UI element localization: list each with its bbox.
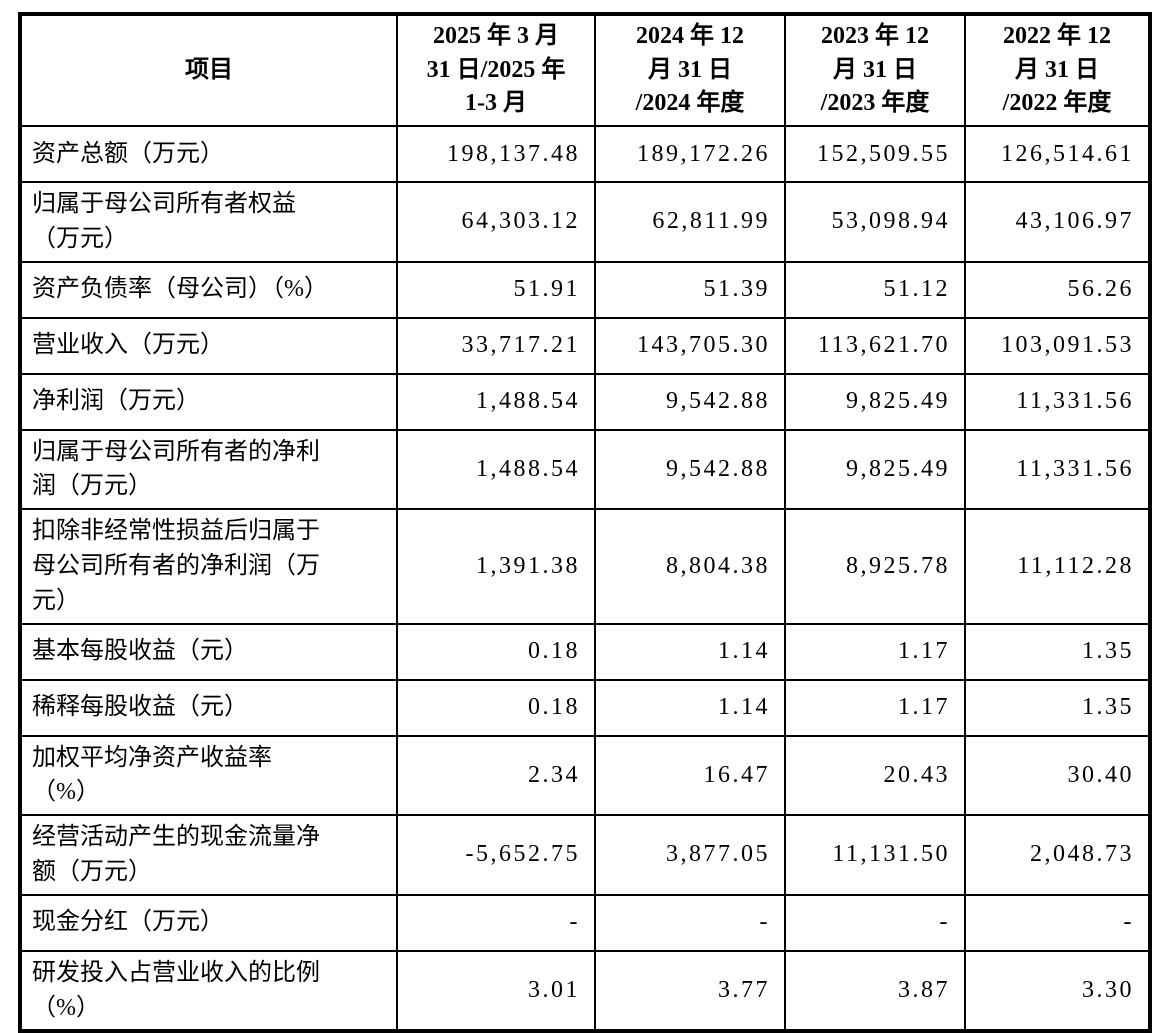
cell-value: 20.43	[784, 734, 966, 817]
row-label: 归属于母公司所有者权益 （万元）	[19, 181, 398, 263]
header-row: 项目 2025 年 3 月 31 日/2025 年 1-3 月 2024 年 1…	[19, 13, 1151, 127]
cell-value: 64,303.12	[396, 181, 596, 263]
cell-value: 53,098.94	[784, 181, 966, 263]
cell-value: 2.34	[396, 734, 596, 817]
cell-value: 1.35	[964, 622, 1151, 681]
cell-value: 1.17	[784, 678, 966, 737]
row-label: 稀释每股收益（元）	[19, 678, 398, 737]
cell-value: -	[594, 893, 786, 952]
table-row-basic-eps: 基本每股收益（元） 0.18 1.14 1.17 1.35	[19, 622, 1151, 681]
row-label: 加权平均净资产收益率 （%）	[19, 734, 398, 817]
col-header-item: 项目	[19, 13, 398, 127]
cell-value: 3.77	[594, 949, 786, 1033]
table-row-deducted-net-profit: 扣除非经常性损益后归属于 母公司所有者的净利润（万 元） 1,391.38 8,…	[19, 508, 1151, 625]
row-label: 营业收入（万元）	[19, 316, 398, 375]
cell-value: -	[964, 893, 1151, 952]
cell-value: 189,172.26	[594, 125, 786, 183]
cell-value: 1.14	[594, 678, 786, 737]
cell-value: 2,048.73	[964, 814, 1151, 896]
cell-value: 1.35	[964, 678, 1151, 737]
cell-value: 1,488.54	[396, 372, 596, 431]
cell-value: 11,331.56	[964, 372, 1151, 431]
row-label: 现金分红（万元）	[19, 893, 398, 952]
row-label: 基本每股收益（元）	[19, 622, 398, 681]
cell-value: 113,621.70	[784, 316, 966, 375]
cell-value: -5,652.75	[396, 814, 596, 896]
cell-value: 3.30	[964, 949, 1151, 1033]
table-row-operating-cash-flow: 经营活动产生的现金流量净 额（万元） -5,652.75 3,877.05 11…	[19, 814, 1151, 896]
cell-value: -	[784, 893, 966, 952]
cell-value: 9,825.49	[784, 372, 966, 431]
cell-value: 51.91	[396, 260, 596, 319]
row-label: 经营活动产生的现金流量净 额（万元）	[19, 814, 398, 896]
table-row-weighted-roe: 加权平均净资产收益率 （%） 2.34 16.47 20.43 30.40	[19, 734, 1151, 817]
table-row-diluted-eps: 稀释每股收益（元） 0.18 1.14 1.17 1.35	[19, 678, 1151, 737]
cell-value: 103,091.53	[964, 316, 1151, 375]
cell-value: 51.12	[784, 260, 966, 319]
cell-value: 8,804.38	[594, 508, 786, 625]
table-row-debt-ratio: 资产负债率（母公司）（%） 51.91 51.39 51.12 56.26	[19, 260, 1151, 319]
cell-value: 198,137.48	[396, 125, 596, 183]
table-row-revenue: 营业收入（万元） 33,717.21 143,705.30 113,621.70…	[19, 316, 1151, 375]
col-header-period-2025: 2025 年 3 月 31 日/2025 年 1-3 月	[396, 13, 596, 127]
cell-value: 30.40	[964, 734, 1151, 817]
cell-value: -	[396, 893, 596, 952]
financial-summary-table: 项目 2025 年 3 月 31 日/2025 年 1-3 月 2024 年 1…	[18, 12, 1152, 1033]
row-label: 研发投入占营业收入的比例 （%）	[19, 949, 398, 1033]
table-row-parent-equity: 归属于母公司所有者权益 （万元） 64,303.12 62,811.99 53,…	[19, 181, 1151, 263]
table-row-parent-net-profit: 归属于母公司所有者的净利 润（万元） 1,488.54 9,542.88 9,8…	[19, 428, 1151, 511]
cell-value: 1,391.38	[396, 508, 596, 625]
cell-value: 51.39	[594, 260, 786, 319]
cell-value: 43,106.97	[964, 181, 1151, 263]
cell-value: 11,112.28	[964, 508, 1151, 625]
cell-value: 9,825.49	[784, 428, 966, 511]
table-row-cash-dividend: 现金分红（万元） - - - -	[19, 893, 1151, 952]
cell-value: 56.26	[964, 260, 1151, 319]
cell-value: 3,877.05	[594, 814, 786, 896]
cell-value: 1.17	[784, 622, 966, 681]
row-label: 归属于母公司所有者的净利 润（万元）	[19, 428, 398, 511]
document-page: 项目 2025 年 3 月 31 日/2025 年 1-3 月 2024 年 1…	[18, 12, 1152, 1033]
cell-value: 33,717.21	[396, 316, 596, 375]
cell-value: 0.18	[396, 622, 596, 681]
table-row-total-assets: 资产总额（万元） 198,137.48 189,172.26 152,509.5…	[19, 125, 1151, 183]
cell-value: 152,509.55	[784, 125, 966, 183]
row-label: 净利润（万元）	[19, 372, 398, 431]
col-header-period-2023: 2023 年 12 月 31 日 /2023 年度	[784, 13, 966, 127]
col-header-period-2022: 2022 年 12 月 31 日 /2022 年度	[964, 13, 1151, 127]
cell-value: 11,131.50	[784, 814, 966, 896]
row-label: 资产总额（万元）	[19, 125, 398, 183]
col-header-period-2024: 2024 年 12 月 31 日 /2024 年度	[594, 13, 786, 127]
cell-value: 1.14	[594, 622, 786, 681]
row-label: 资产负债率（母公司）（%）	[19, 260, 398, 319]
cell-value: 3.01	[396, 949, 596, 1033]
cell-value: 8,925.78	[784, 508, 966, 625]
cell-value: 3.87	[784, 949, 966, 1033]
cell-value: 9,542.88	[594, 372, 786, 431]
cell-value: 126,514.61	[964, 125, 1151, 183]
cell-value: 11,331.56	[964, 428, 1151, 511]
cell-value: 1,488.54	[396, 428, 596, 511]
cell-value: 9,542.88	[594, 428, 786, 511]
cell-value: 16.47	[594, 734, 786, 817]
cell-value: 0.18	[396, 678, 596, 737]
cell-value: 62,811.99	[594, 181, 786, 263]
table-row-net-profit: 净利润（万元） 1,488.54 9,542.88 9,825.49 11,33…	[19, 372, 1151, 431]
cell-value: 143,705.30	[594, 316, 786, 375]
table-row-rd-ratio: 研发投入占营业收入的比例 （%） 3.01 3.77 3.87 3.30	[19, 949, 1151, 1033]
row-label: 扣除非经常性损益后归属于 母公司所有者的净利润（万 元）	[19, 508, 398, 625]
